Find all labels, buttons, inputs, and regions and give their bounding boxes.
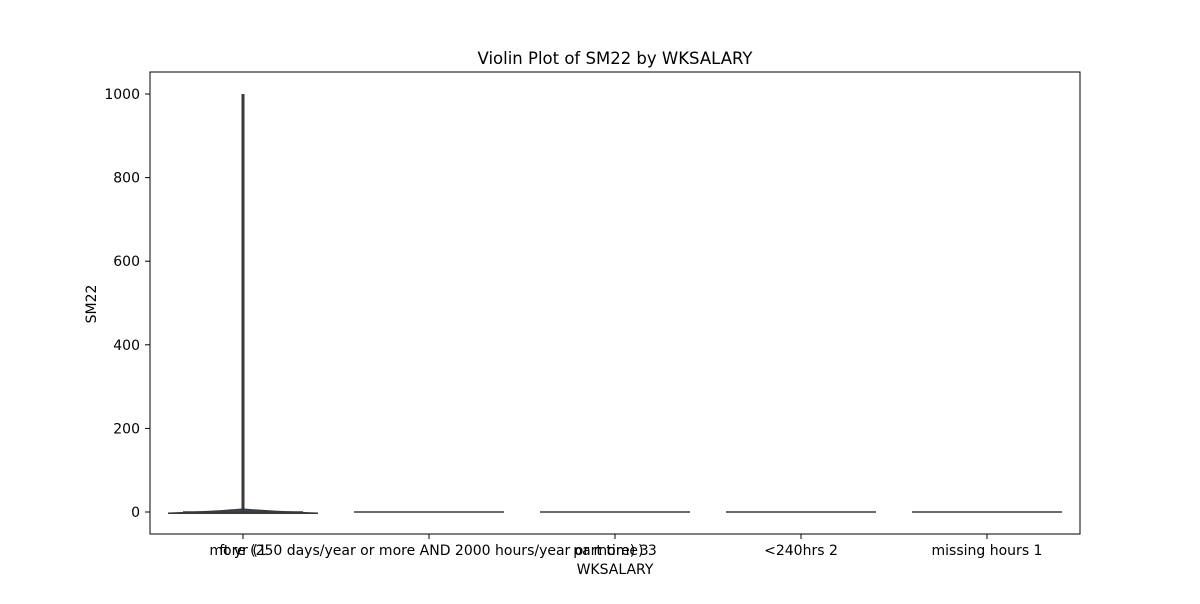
x-tick-label: missing hours 1: [932, 543, 1043, 559]
y-tick-label: 400: [113, 338, 140, 354]
chart-title: Violin Plot of SM22 by WKSALARY: [478, 49, 754, 68]
x-tick-label: more (250 days/year or more AND 2000 hou…: [209, 543, 648, 559]
x-tick-label: ft yr (1: [219, 543, 266, 559]
y-axis-label: SM22: [84, 285, 100, 324]
plot-frame: [149, 71, 1081, 535]
y-tick-label: 1000: [104, 87, 140, 103]
x-tick-label: part time) 3: [573, 543, 657, 559]
x-tick-label: <240hrs 2: [764, 543, 838, 559]
y-tick-label: 200: [113, 421, 140, 437]
y-tick-label: 600: [113, 254, 140, 270]
y-tick-label: 0: [131, 505, 140, 521]
x-axis-label: WKSALARY: [577, 562, 654, 578]
y-tick-label: 800: [113, 171, 140, 187]
